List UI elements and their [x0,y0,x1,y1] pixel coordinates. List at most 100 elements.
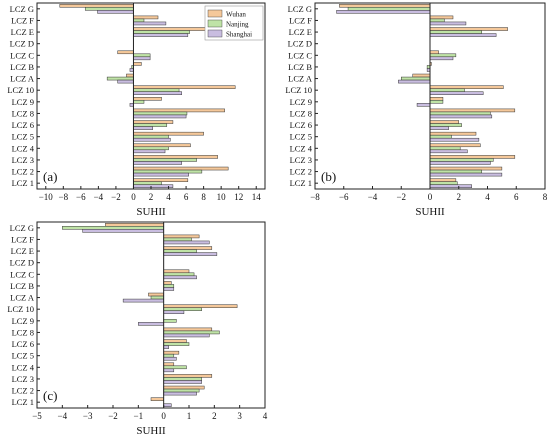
bar-shanghai [429,91,484,95]
x-tick-label: 6 [514,192,519,202]
bar-wuhan [163,374,213,378]
y-tick-label: LCZ C [288,50,312,60]
bar-wuhan [133,62,142,66]
x-tick-label: −5 [32,411,42,421]
bar-shanghai [429,33,497,37]
x-tick-label: −10 [39,192,54,202]
bar-wuhan [163,339,187,343]
bar-shanghai [429,56,454,61]
bar-wuhan [133,131,204,136]
x-tick-label: 2 [457,192,462,202]
bar-shanghai [163,310,185,314]
x-tick-label: 4 [485,192,490,202]
legend-swatch-nanjing [207,19,223,28]
bar-nanjing [163,365,187,370]
bar-nanjing [163,307,202,311]
x-tick-label: 8 [201,192,206,202]
y-tick-label: LCZ 9 [12,97,34,107]
bar-wuhan [148,292,164,297]
bar-shanghai [133,114,187,119]
y-tick-label: LCZ E [11,246,34,256]
bar-shanghai [416,103,431,107]
y-tick-label: LCZ 3 [12,374,34,384]
bar-wuhan [126,73,134,78]
y-tick-label: LCZ 4 [290,143,313,153]
y-tick-label: LCZ A [10,74,35,84]
y-tick-label: LCZ C [10,269,34,279]
x-tick-label: −8 [59,192,69,202]
x-tick-label: −8 [310,192,320,202]
bar-shanghai [133,56,151,61]
bar-shanghai [122,298,164,303]
bar-shanghai [163,287,175,291]
x-tick-label: 4 [166,192,171,202]
y-tick-label: LCZ F [289,15,312,25]
bar-nanjing [429,123,462,127]
legend-swatch-shanghai [207,29,223,38]
bar-nanjing [429,134,452,139]
bar-nanjing [133,18,145,23]
bar-shanghai [398,79,431,84]
y-tick-label: LCZ 6 [290,120,312,130]
legend-label-wuhan: Wuhan [226,11,246,19]
bar-shanghai [133,21,167,26]
bar-nanjing [429,169,482,174]
x-tick-label: −1 [134,411,144,421]
y-tick-label: LCZ B [10,281,34,291]
bar-wuhan [163,327,213,332]
bar-shanghai [336,10,431,14]
y-tick-label: LCZ D [10,39,34,49]
x-tick-label: 12 [234,192,243,202]
y-tick-label: LCZ E [289,27,312,37]
y-tick-label: LCZ G [288,4,312,14]
bar-nanjing [429,158,494,162]
bar-nanjing [163,284,175,288]
x-axis-label: SUHII [136,206,166,218]
bar-shanghai [429,21,467,26]
x-tick-label: 0 [161,411,166,421]
bar-wuhan [163,350,180,355]
y-tick-label: LCZ 5 [12,351,34,361]
y-tick-label: LCZ 2 [12,386,34,396]
bar-shanghai [163,345,169,349]
bar-shanghai [133,137,171,142]
bar-wuhan [117,50,134,55]
bar-nanjing [401,76,431,81]
bar-shanghai [429,184,472,188]
bar-shanghai [138,322,164,326]
bar-wuhan [59,4,134,8]
bar-wuhan [163,269,190,274]
bar-shanghai [133,126,154,130]
bar-nanjing [163,388,200,393]
bar-nanjing [133,181,162,185]
bar-shanghai [163,391,197,396]
bar-shanghai [429,161,491,165]
y-tick-label: LCZ 4 [12,362,35,372]
bar-wuhan [163,304,238,308]
bar-nanjing [133,100,145,104]
bar-shanghai [163,333,210,338]
bar-shanghai [163,368,175,373]
x-tick-label: 0 [131,192,136,202]
bar-shanghai [163,252,218,256]
bar-nanjing [133,53,151,58]
panel-label: (a) [43,169,57,184]
bar-nanjing [163,272,195,277]
bar-shanghai [429,114,493,119]
y-tick-label: LCZ D [288,39,312,49]
bar-nanjing [133,146,169,151]
bar-nanjing [133,123,168,127]
x-tick-label: 2 [212,411,217,421]
bar-wuhan [163,246,213,250]
x-tick-label: 8 [543,192,548,202]
legend-swatch-wuhan [207,9,223,18]
bar-wuhan [133,178,189,182]
x-tick-label: 10 [217,192,227,202]
x-tick-label: −6 [76,192,86,202]
bar-nanjing [429,30,482,34]
x-tick-label: −4 [368,192,378,202]
bar-shanghai [163,275,197,280]
